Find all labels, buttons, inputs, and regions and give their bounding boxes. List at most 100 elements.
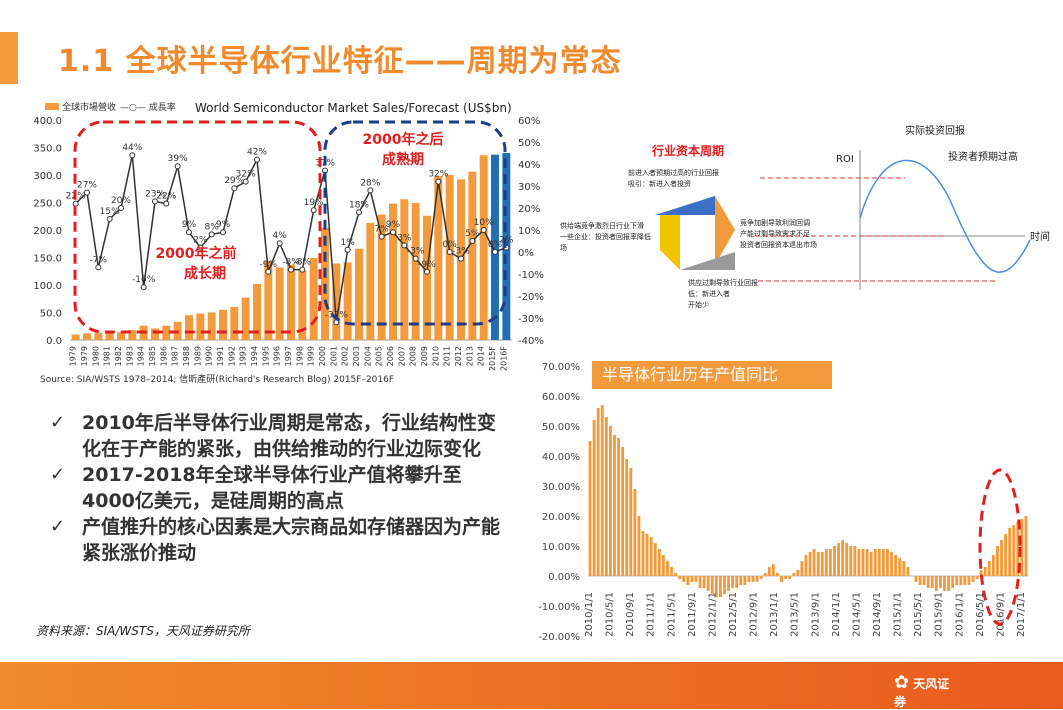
yoy-bar	[592, 420, 596, 576]
growth-label: 4%	[273, 231, 288, 241]
y-tick-right: 60%	[518, 116, 540, 127]
yoy-bar	[771, 564, 775, 576]
x-tick: 2000	[318, 346, 327, 366]
yoy-bar	[922, 576, 926, 585]
yoy-bar	[861, 549, 865, 576]
bullet-item: ✓ 2010年后半导体行业周期是常态，行业结构性变化在于产能的紧张，由供给推动的行…	[50, 412, 496, 460]
x-tick: 1995	[261, 346, 270, 366]
yoy-bar	[682, 576, 686, 582]
source-line: Source: SIA/WSTS 1978–2014; 信昕產研(Richard…	[40, 373, 394, 385]
revenue-bar	[185, 315, 193, 340]
yoy-bar	[877, 549, 881, 576]
yoy-x-tick: 2012/1/1	[707, 592, 718, 637]
growth-label: 27%	[77, 181, 97, 191]
yoy-bar	[621, 447, 625, 576]
yoy-bar	[617, 438, 620, 576]
y-tick-left: 50.0	[40, 309, 62, 320]
revenue-bar	[83, 333, 91, 340]
revenue-bar	[491, 154, 499, 340]
yoy-bar	[1004, 534, 1008, 576]
revenue-bar	[434, 176, 443, 340]
y-tick-yoy: 50.00%	[542, 422, 580, 433]
x-tick: 1979	[69, 346, 78, 366]
y-tick-yoy: 10.00%	[542, 542, 580, 553]
growth-point	[163, 200, 170, 207]
yoy-bar	[881, 549, 885, 576]
yoy-bar	[841, 540, 845, 576]
yoy-bar	[702, 576, 706, 588]
y-tick-left: 300.0	[33, 171, 62, 182]
yoy-bar	[873, 549, 877, 576]
growth-label: 15%	[100, 207, 120, 217]
y-tick-right: 10%	[518, 226, 540, 237]
growth-point	[95, 264, 102, 271]
source-note: 资料来源：SIA/WSTS，天风证券研究所	[36, 624, 250, 638]
revenue-bar	[71, 334, 80, 340]
y-tick-right: -40%	[518, 336, 544, 347]
y-tick-right: -30%	[518, 314, 544, 325]
yoy-bar	[763, 573, 767, 576]
yoy-bar	[898, 558, 902, 576]
check-icon: ✓	[50, 412, 66, 433]
yoy-bar	[959, 576, 963, 585]
growth-label: 9%	[386, 220, 401, 230]
expected-label: 投资者预期过高	[948, 150, 1018, 163]
growth-phase-label: 2000年之前	[156, 245, 237, 262]
wedge-label: 供应过剩导致行业回报	[688, 278, 758, 287]
revenue-bar	[332, 263, 341, 340]
title-accent-bar	[0, 32, 18, 84]
yoy-bar	[816, 552, 820, 576]
growth-label: 9%	[216, 220, 231, 230]
recent-highlight-ellipse	[978, 468, 1022, 626]
growth-label: 10%	[474, 218, 494, 228]
x-tick: 1997	[284, 346, 293, 366]
yoy-bar	[828, 549, 832, 576]
yoy-bar	[645, 534, 649, 576]
yoy-bar	[796, 570, 800, 576]
growth-label: 8%	[205, 222, 220, 232]
yoy-bar	[1020, 519, 1024, 576]
yoy-bar	[955, 576, 959, 585]
yoy-bar	[686, 576, 690, 585]
yoy-bar	[934, 576, 938, 591]
x-tick: 1992	[227, 346, 236, 366]
yoy-bar	[865, 549, 869, 576]
growth-point	[288, 266, 294, 273]
revenue-bar	[479, 155, 488, 340]
wedge-gray	[680, 252, 735, 270]
yoy-bar	[759, 576, 763, 579]
yoy-bar	[824, 549, 828, 576]
yoy-bar	[641, 531, 645, 576]
growth-point	[367, 187, 374, 194]
yoy-bar	[979, 570, 983, 576]
y-tick-yoy: 60.00%	[542, 392, 580, 403]
x-tick: 2014	[477, 346, 486, 366]
yoy-bar	[629, 468, 633, 576]
yoy-bar	[991, 555, 995, 576]
growth-point	[378, 233, 385, 240]
yoy-bar	[780, 576, 783, 582]
growth-point	[310, 207, 317, 214]
yoy-bar	[625, 459, 629, 576]
growth-label: 18%	[349, 200, 369, 210]
yoy-bar	[784, 576, 788, 579]
yoy-bar	[930, 576, 934, 588]
yoy-bar	[1000, 540, 1003, 576]
yoy-x-tick: 2014/1/1	[831, 592, 842, 637]
y-tick-right: -20%	[518, 292, 544, 303]
footer-band	[0, 662, 1063, 709]
growth-point	[344, 246, 351, 253]
growth-label: 9%	[182, 220, 197, 230]
yoy-bar	[723, 576, 726, 594]
growth-point	[412, 255, 419, 262]
yoy-bar	[943, 576, 946, 591]
yoy-bar	[613, 435, 616, 576]
wedge-label: 吸引：新进入者投资	[628, 179, 691, 188]
yoy-bar	[788, 576, 792, 579]
revenue-bar	[355, 248, 363, 340]
yoy-bar	[776, 573, 779, 576]
x-tick: 1986	[159, 346, 168, 366]
y-tick-yoy: 40.00%	[542, 452, 580, 463]
y-tick-yoy: 20.00%	[542, 512, 580, 523]
growth-point	[197, 244, 204, 251]
